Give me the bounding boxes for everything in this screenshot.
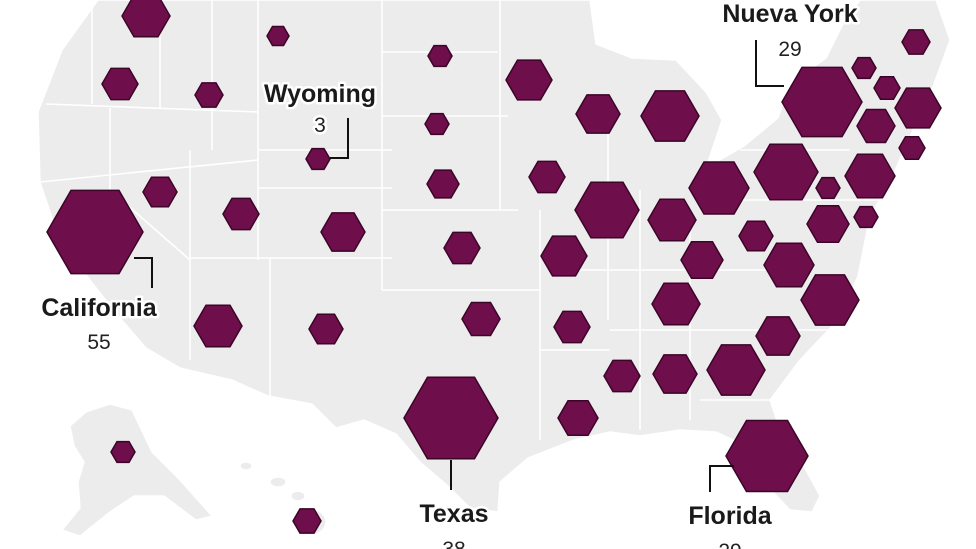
state-hexagon-marker (898, 135, 926, 161)
state-hexagon-marker (110, 440, 136, 464)
state-hexagon-marker (443, 231, 481, 265)
state-hexagon-marker (461, 301, 501, 337)
state-hexagon-marker (424, 112, 450, 136)
state-hexagon-marker (292, 508, 322, 534)
state-hexagon-marker (894, 87, 942, 129)
state-hexagon-marker (540, 235, 588, 277)
state-hexagon-marker (222, 197, 260, 231)
electoral-hexagons (46, 0, 942, 534)
state-hexagon-marker (121, 0, 171, 38)
state-hexagon-marker (680, 241, 724, 279)
label-new-york-name: Nueva York (722, 0, 857, 28)
label-florida-name: Florida (688, 502, 772, 530)
callout-labels: Nueva York 29 Wyoming 3 California 55 Te… (39, 0, 860, 549)
state-hexagon-marker (753, 143, 819, 201)
state-hexagon-marker (856, 108, 896, 144)
state-hexagon-marker (725, 419, 809, 493)
state-hexagon-marker (851, 56, 877, 80)
state-hexagon-marker (574, 181, 640, 239)
state-hexagon-marker (640, 90, 700, 142)
state-hexagon-marker (557, 399, 599, 437)
state-hexagon-marker (755, 316, 801, 356)
state-hexagon-marker (781, 66, 863, 138)
state-hexagon-marker (427, 44, 453, 68)
leader-new-york (755, 40, 784, 87)
state-hexagon-marker (320, 212, 366, 252)
state-hexagon-marker (853, 205, 879, 229)
label-new-york-value: 29 (778, 38, 801, 61)
label-wyoming-value: 3 (314, 114, 326, 137)
state-hexagon-marker (308, 313, 344, 345)
state-hexagon-marker (575, 94, 621, 134)
state-hexagon-marker (901, 29, 931, 55)
state-hexagon-marker (806, 205, 850, 243)
leader-wyoming (330, 118, 349, 159)
state-hexagon-marker (652, 354, 698, 394)
state-hexagon-marker (651, 282, 701, 326)
state-hexagon-marker (528, 160, 566, 194)
callout-leaders (134, 40, 784, 492)
state-hexagon-marker (873, 75, 901, 101)
label-texas-value: 38 (442, 538, 465, 549)
label-california-value: 55 (87, 331, 110, 354)
state-hexagon-marker (800, 274, 860, 326)
state-hexagon-marker (101, 67, 139, 101)
state-borders (39, 0, 880, 440)
state-hexagon-marker (193, 304, 243, 348)
state-hexagon-marker (706, 344, 766, 396)
state-hexagon-marker (194, 82, 224, 108)
state-hexagon-marker (142, 176, 178, 208)
state-hexagon-marker (266, 25, 290, 47)
label-texas-name: Texas (419, 500, 488, 528)
state-hexagon-marker (763, 242, 815, 288)
label-wyoming-name: Wyoming (264, 80, 376, 108)
state-hexagon-marker (603, 359, 641, 393)
label-california-name: California (41, 294, 157, 322)
leader-florida (709, 465, 734, 492)
leader-california (134, 257, 153, 288)
state-hexagon-marker (844, 153, 896, 199)
label-florida-value: 29 (718, 540, 741, 549)
alaska-land (60, 403, 214, 537)
state-hexagon-marker (738, 220, 774, 252)
state-hexagon-marker (46, 189, 144, 275)
state-hexagon-marker (426, 169, 460, 199)
state-hexagon-marker (403, 376, 499, 460)
state-hexagon-marker (305, 147, 331, 171)
state-hexagon-marker (647, 198, 697, 242)
state-hexagon-marker (553, 310, 591, 344)
state-hexagon-marker (688, 161, 750, 215)
state-hexagon-marker (505, 59, 553, 101)
state-hexagon-marker (815, 176, 841, 200)
